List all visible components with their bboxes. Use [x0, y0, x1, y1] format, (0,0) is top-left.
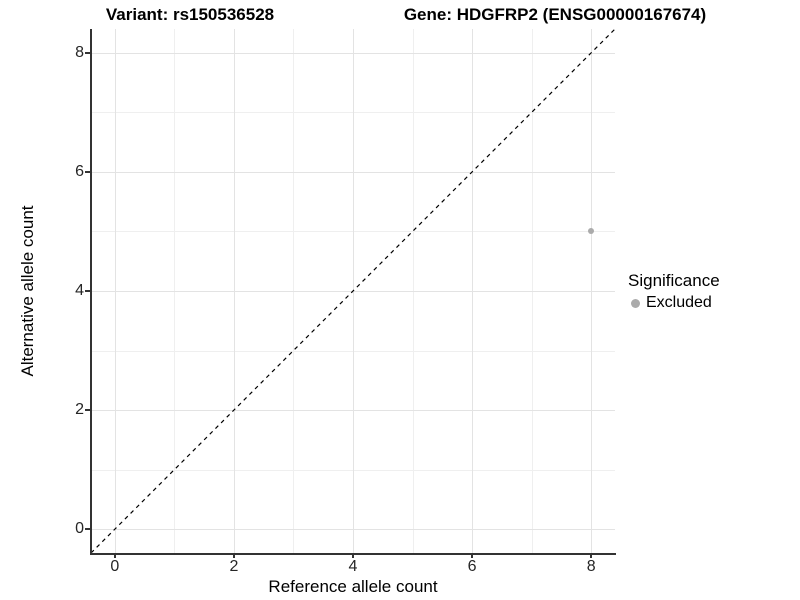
major-gridline-x	[591, 29, 593, 553]
major-gridline-x	[114, 29, 116, 553]
y-tick-label: 4	[75, 282, 84, 299]
x-tick-mark	[590, 553, 592, 558]
y-tick-mark	[85, 290, 90, 292]
y-tick-mark	[85, 528, 90, 530]
y-tick-mark	[85, 409, 90, 411]
x-tick-label: 8	[586, 558, 596, 575]
data-point	[588, 228, 595, 235]
x-axis-title: Reference allele count	[268, 577, 438, 596]
x-tick-mark	[471, 553, 473, 558]
legend-title: Significance	[628, 271, 720, 290]
major-gridline-x	[233, 29, 235, 553]
x-tick-mark	[114, 553, 116, 558]
plot-panel	[90, 28, 616, 554]
y-tick-label: 8	[75, 43, 84, 61]
major-gridline-x	[472, 29, 474, 553]
x-tick-mark	[352, 553, 354, 558]
x-tick-label: 2	[229, 558, 239, 575]
x-tick-mark	[233, 553, 235, 558]
y-axis-line	[90, 29, 92, 555]
y-axis-title: Alternative allele count	[18, 205, 37, 377]
x-tick-label: 0	[110, 558, 120, 575]
y-tick-mark	[85, 171, 90, 173]
legend-item: Excluded	[628, 294, 720, 312]
legend: Significance Excluded	[628, 271, 720, 312]
legend-item-label: Excluded	[646, 294, 712, 311]
identity-dashed-line	[90, 28, 616, 554]
y-tick-mark	[85, 52, 90, 54]
gene-title: Gene: HDGFRP2 (ENSG00000167674)	[403, 5, 707, 24]
y-tick-label: 6	[75, 162, 84, 180]
legend-items: Excluded	[628, 294, 720, 312]
y-tick-label: 2	[75, 401, 84, 419]
y-tick-label: 0	[75, 520, 84, 538]
x-tick-label: 6	[467, 558, 477, 575]
legend-point-icon	[631, 298, 640, 308]
variant-title: Variant: rs150536528	[105, 5, 275, 24]
x-tick-label: 4	[348, 558, 358, 575]
